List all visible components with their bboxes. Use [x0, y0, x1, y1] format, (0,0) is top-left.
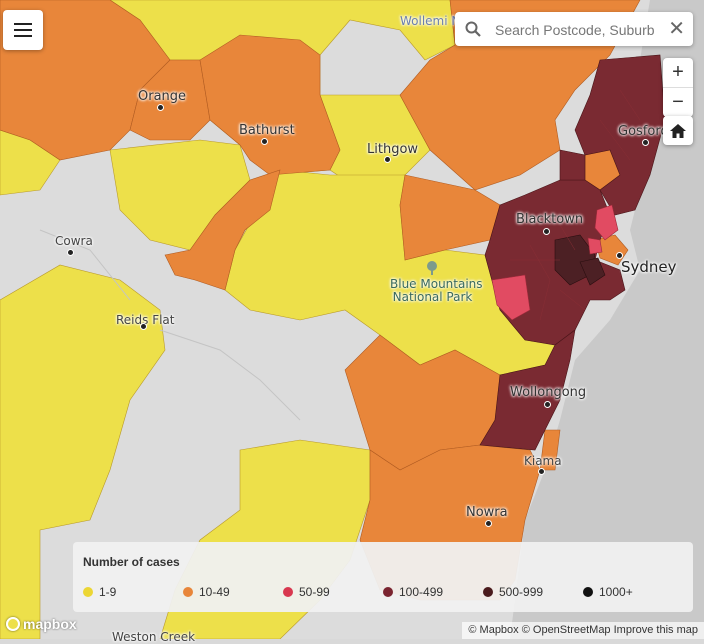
close-icon[interactable]: ✕: [668, 18, 685, 40]
legend-item: 10-49: [183, 585, 230, 599]
legend-label: 100-499: [399, 585, 444, 599]
home-control: [663, 116, 693, 145]
place-dot-lithgow: [384, 156, 391, 163]
place-label-wollongong: Wollongong: [510, 385, 587, 400]
place-label-reids-flat: Reids Flat: [116, 313, 175, 327]
legend-item: 100-499: [383, 585, 443, 599]
legend-swatch: [283, 587, 293, 597]
region-red-penrith-south: [491, 274, 531, 321]
place-label-lithgow: Lithgow: [367, 142, 419, 157]
legend-title: Number of cases: [83, 555, 180, 569]
legend-item: 50-99: [283, 585, 330, 599]
region-orange-hawkesbury: [399, 174, 501, 261]
region-orange-coast: [539, 429, 561, 471]
hamburger-icon-line: [14, 35, 32, 37]
place-label-wollemi: Wollemi N: [400, 14, 461, 28]
legend-item: 1000+: [583, 585, 633, 599]
region-darkmaroon-inner: [579, 257, 606, 286]
search-input[interactable]: [493, 19, 665, 41]
region-maroon-hills: [559, 149, 586, 181]
place-dot-kiama: [538, 468, 545, 475]
place-label-kiama: Kiama: [524, 454, 562, 468]
place-dot-orange: [157, 104, 164, 111]
legend-item: 1-9: [83, 585, 116, 599]
mapbox-wordmark: mapbox: [23, 616, 77, 632]
legend-label: 50-99: [299, 585, 330, 599]
place-dot-wollongong: [544, 401, 551, 408]
place-dot-sydney: [616, 252, 623, 259]
legend-item: 500-999: [483, 585, 543, 599]
legend-label: 1-9: [99, 585, 117, 599]
region-orange-bathurst: [199, 34, 341, 176]
place-dot-cowra: [67, 249, 74, 256]
osm-attribution-link[interactable]: © OpenStreetMap: [521, 624, 611, 636]
hamburger-icon-line: [14, 23, 32, 25]
place-dot-bathurst: [261, 138, 268, 145]
mapbox-logo[interactable]: mapbox: [6, 616, 77, 632]
park-tree-icon: [426, 261, 438, 275]
legend-swatch: [583, 587, 593, 597]
place-label-cowra: Cowra: [55, 234, 93, 248]
home-icon: [670, 123, 686, 138]
region-yellow-southwest: [0, 264, 166, 639]
region-orange-orange: [129, 59, 211, 141]
region-red-inner: [587, 237, 603, 255]
menu-button[interactable]: [3, 10, 43, 50]
region-orange-north: [399, 0, 641, 191]
legend-swatch: [383, 587, 393, 597]
place-label-blue-mountains: Blue Mountains National Park: [390, 277, 483, 304]
place-dot-blacktown: [543, 228, 550, 235]
home-button[interactable]: [663, 116, 693, 145]
legend-swatch: [83, 587, 93, 597]
legend-swatch: [183, 587, 193, 597]
improve-map-link[interactable]: Improve this map: [613, 624, 698, 636]
search-icon[interactable]: [465, 21, 481, 42]
place-label-weston-creek: Weston Creek: [112, 630, 196, 644]
place-label-nowra: Nowra: [466, 505, 508, 520]
zoom-controls: + −: [663, 58, 693, 117]
region-orange-west2: [164, 169, 281, 291]
hamburger-icon-line: [14, 29, 32, 31]
legend-label: 1000+: [599, 585, 633, 599]
place-label-sydney: Sydney: [621, 258, 677, 276]
place-dot-nowra: [485, 520, 492, 527]
mapbox-icon: [6, 617, 20, 631]
zoom-out-button[interactable]: −: [672, 91, 684, 113]
zoom-in-button[interactable]: +: [663, 58, 693, 88]
place-label-gosford: Gosford: [618, 124, 669, 139]
place-label-orange: Orange: [138, 89, 187, 104]
place-label-blacktown: Blacktown: [516, 212, 584, 227]
search-box: ✕: [455, 12, 693, 46]
legend-label: 10-49: [199, 585, 230, 599]
place-dot-reids-flat: [140, 323, 147, 330]
region-red-parramatta: [594, 204, 619, 241]
legend-swatch: [483, 587, 493, 597]
map-attribution: © Mapbox © OpenStreetMap Improve this ma…: [462, 622, 704, 639]
mapbox-attribution-link[interactable]: © Mapbox: [468, 624, 519, 636]
place-dot-gosford: [642, 139, 649, 146]
region-maroon-illawarra: [479, 329, 576, 451]
map-legend: Number of cases 1-9 10-49 50-99 100-499 …: [73, 542, 693, 612]
legend-label: 500-999: [499, 585, 544, 599]
park-line-1: Blue Mountains: [390, 277, 483, 291]
place-label-bathurst: Bathurst: [239, 123, 295, 138]
park-line-2: National Park: [392, 290, 473, 304]
